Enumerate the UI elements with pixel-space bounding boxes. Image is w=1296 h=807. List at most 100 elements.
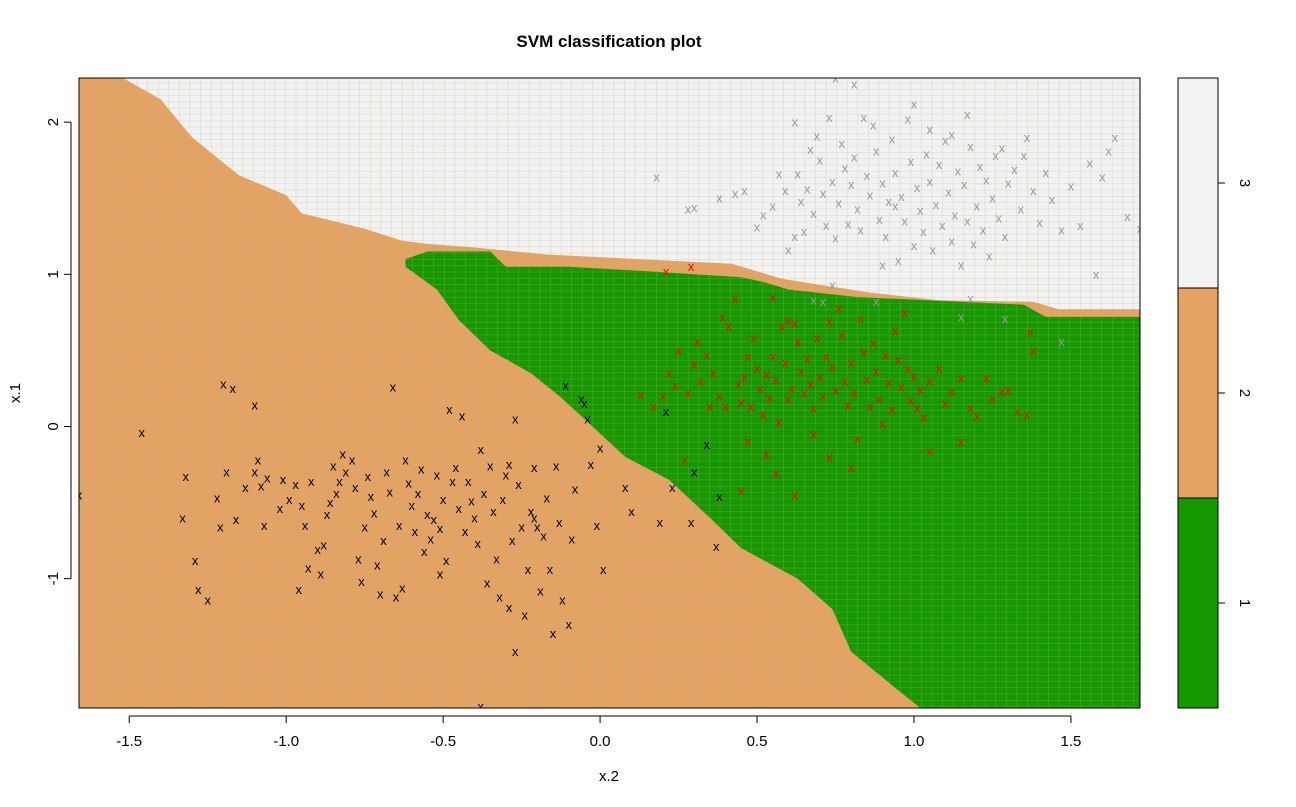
point-class-1: x <box>336 474 343 489</box>
grid <box>79 78 1140 708</box>
point-class-3: x <box>769 198 776 213</box>
point-class-3: x <box>1017 201 1024 216</box>
point-class-2: x <box>748 399 755 414</box>
point-class-3: x <box>820 294 827 309</box>
point-class-1: x <box>412 524 419 539</box>
point-class-1: x <box>393 589 400 604</box>
point-class-3: x <box>861 110 868 125</box>
point-class-1: x <box>220 376 227 391</box>
point-class-1: x <box>339 446 346 461</box>
point-class-2: x <box>829 360 836 375</box>
point-class-2: x <box>851 386 858 401</box>
point-class-1: x <box>669 480 676 495</box>
point-class-1: x <box>437 521 444 536</box>
point-class-1: x <box>230 381 237 396</box>
point-class-3: x <box>958 309 965 324</box>
point-class-3: x <box>832 71 839 86</box>
point-class-2: x <box>958 370 965 385</box>
point-class-2: x <box>839 328 846 343</box>
point-class-2: x <box>820 389 827 404</box>
point-class-1: x <box>600 562 607 577</box>
point-class-3: x <box>795 166 802 181</box>
point-class-1: x <box>456 501 463 516</box>
point-class-3: x <box>939 218 946 233</box>
legend-label: 3 <box>1236 179 1253 187</box>
point-class-3: x <box>1043 165 1050 180</box>
point-class-3: x <box>791 115 798 130</box>
point-class-1: x <box>368 489 375 504</box>
point-class-1: x <box>427 532 434 547</box>
point-class-3: x <box>876 212 883 227</box>
point-class-1: x <box>264 471 271 486</box>
point-class-3: x <box>952 208 959 223</box>
point-class-3: x <box>823 218 830 233</box>
point-class-2: x <box>886 375 893 390</box>
point-class-1: x <box>691 465 698 480</box>
point-class-1: x <box>559 593 566 608</box>
point-class-1: x <box>377 586 384 601</box>
point-class-3: x <box>908 154 915 169</box>
point-class-1: x <box>192 553 199 568</box>
point-class-1: x <box>531 460 538 475</box>
point-class-3: x <box>653 169 660 184</box>
point-class-2: x <box>999 384 1006 399</box>
point-class-2: x <box>741 369 748 384</box>
point-class-2: x <box>842 373 849 388</box>
plot-area: xxxxxxxxxxxxxxxxxxxxxxxxxxxxxxxxxxxxxxxx… <box>79 71 1140 708</box>
point-class-2: x <box>958 434 965 449</box>
point-class-1: x <box>493 551 500 566</box>
point-class-3: x <box>926 174 933 189</box>
point-class-1: x <box>277 501 284 516</box>
point-class-1: x <box>258 478 265 493</box>
point-class-1: x <box>361 519 368 534</box>
point-class-1: x <box>418 462 425 477</box>
point-class-1: x <box>569 532 576 547</box>
y-tick-label: 0 <box>45 422 62 430</box>
point-class-1: x <box>179 510 186 525</box>
point-class-2: x <box>788 381 795 396</box>
point-class-2: x <box>989 392 996 407</box>
point-class-1: x <box>656 515 663 530</box>
point-class-2: x <box>769 290 776 305</box>
point-class-1: x <box>434 468 441 483</box>
point-class-1: x <box>292 477 299 492</box>
point-class-3: x <box>842 160 849 175</box>
point-class-1: x <box>496 589 503 604</box>
point-class-1: x <box>547 562 554 577</box>
point-class-1: x <box>390 379 397 394</box>
point-class-3: x <box>983 173 990 188</box>
point-class-2: x <box>773 466 780 481</box>
point-class-1: x <box>565 617 572 632</box>
point-class-3: x <box>829 174 836 189</box>
point-class-3: x <box>851 77 858 92</box>
point-class-1: x <box>506 600 513 615</box>
point-class-3: x <box>1030 183 1037 198</box>
point-class-2: x <box>813 331 820 346</box>
point-class-1: x <box>255 453 262 468</box>
point-class-1: x <box>223 465 230 480</box>
point-class-3: x <box>980 223 987 238</box>
point-class-1: x <box>440 492 447 507</box>
point-class-3: x <box>1099 169 1106 184</box>
point-class-3: x <box>1005 176 1012 191</box>
point-class-2: x <box>857 311 864 326</box>
point-class-1: x <box>333 486 340 501</box>
point-class-3: x <box>911 96 918 111</box>
point-class-1: x <box>543 491 550 506</box>
point-class-3: x <box>1112 130 1119 145</box>
point-class-1: x <box>415 486 422 501</box>
point-class-1: x <box>468 494 475 509</box>
point-class-1: x <box>430 512 437 527</box>
point-class-2: x <box>1014 404 1021 419</box>
point-class-2: x <box>848 355 855 370</box>
point-class-3: x <box>879 258 886 273</box>
point-class-3: x <box>882 229 889 244</box>
point-class-1: x <box>217 519 224 534</box>
point-class-1: x <box>503 468 510 483</box>
point-class-1: x <box>286 492 293 507</box>
point-class-2: x <box>967 401 974 416</box>
point-class-2: x <box>763 367 770 382</box>
point-class-1: x <box>515 477 522 492</box>
x-tick-label: -1.0 <box>273 733 299 750</box>
